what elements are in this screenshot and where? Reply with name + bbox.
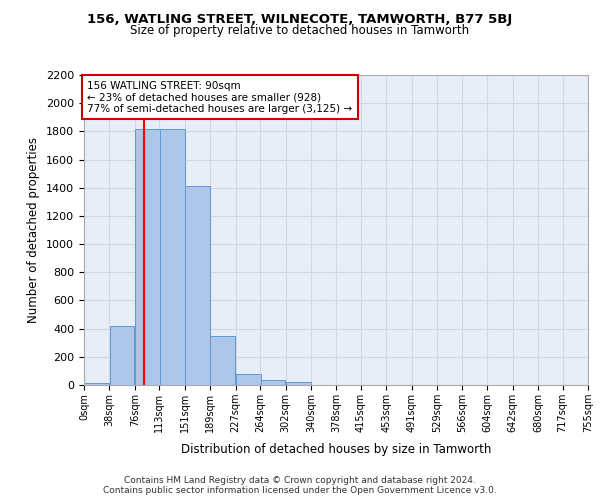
Bar: [211, 336, 235, 385]
Bar: [236, 374, 260, 385]
Bar: [286, 382, 311, 385]
Bar: [110, 326, 134, 385]
Text: 156, WATLING STREET, WILNECOTE, TAMWORTH, B77 5BJ: 156, WATLING STREET, WILNECOTE, TAMWORTH…: [88, 12, 512, 26]
Bar: [260, 380, 286, 385]
Text: Size of property relative to detached houses in Tamworth: Size of property relative to detached ho…: [130, 24, 470, 37]
Bar: [135, 128, 160, 385]
Bar: [185, 186, 210, 385]
Text: Contains HM Land Registry data © Crown copyright and database right 2024.
Contai: Contains HM Land Registry data © Crown c…: [103, 476, 497, 495]
Bar: [84, 383, 109, 385]
Y-axis label: Number of detached properties: Number of detached properties: [28, 137, 40, 323]
Text: 156 WATLING STREET: 90sqm
← 23% of detached houses are smaller (928)
77% of semi: 156 WATLING STREET: 90sqm ← 23% of detac…: [88, 80, 352, 114]
Bar: [160, 128, 185, 385]
Text: Distribution of detached houses by size in Tamworth: Distribution of detached houses by size …: [181, 442, 491, 456]
